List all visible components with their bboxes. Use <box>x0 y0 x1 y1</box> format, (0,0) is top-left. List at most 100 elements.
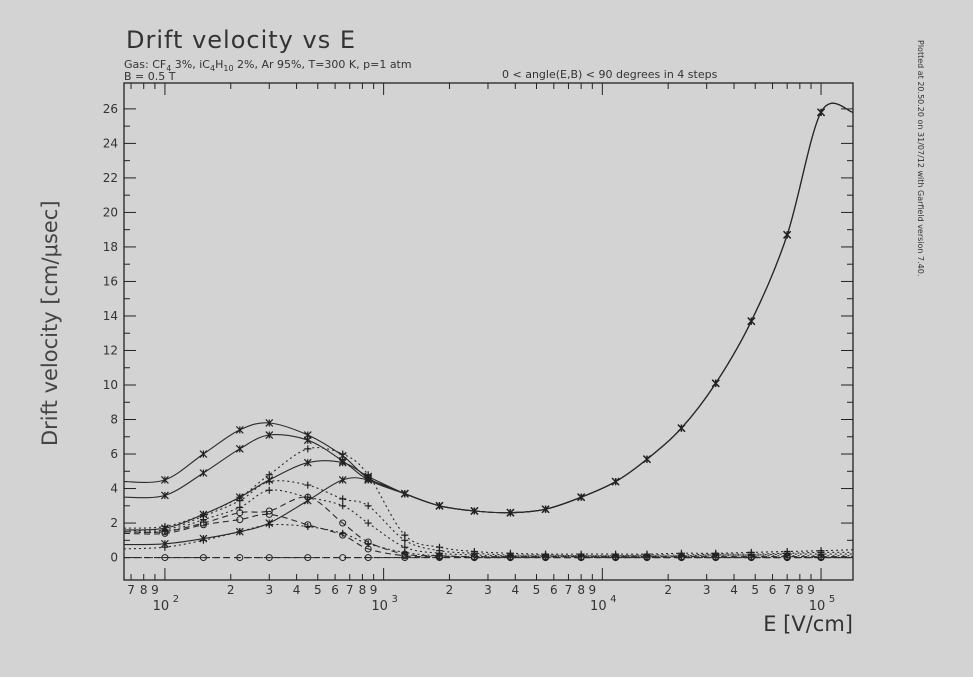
data-point-star <box>400 489 409 498</box>
gas-part: 2%, Ar 95%, T=300 K, p=1 atm <box>233 58 412 71</box>
x-major-tick-exp: 3 <box>391 594 397 605</box>
data-point-plus <box>339 450 347 458</box>
data-point-plus <box>236 528 244 536</box>
x-minor-tick-label: 9 <box>589 583 597 597</box>
data-point-circle <box>339 531 347 539</box>
data-point-star <box>338 458 347 467</box>
x-minor-tick-label: 6 <box>769 583 777 597</box>
data-point-plus <box>161 543 169 551</box>
x-axis-label: E [V/cm] <box>763 612 853 636</box>
x-minor-tick-label: 7 <box>127 583 135 597</box>
data-point-plus <box>339 495 347 503</box>
data-point-star <box>160 491 169 500</box>
data-point-plus <box>304 481 312 489</box>
data-point-plus <box>401 536 409 544</box>
series-line-6 <box>123 489 853 557</box>
data-point-circle <box>506 554 514 562</box>
y-tick-label: 24 <box>103 136 118 150</box>
data-point-plus <box>364 471 372 479</box>
x-minor-tick-label: 9 <box>370 583 378 597</box>
data-point-star <box>711 379 720 388</box>
y-tick-label: 2 <box>110 516 118 530</box>
data-point-circle <box>612 554 620 562</box>
x-minor-tick-label: 4 <box>511 583 519 597</box>
y-tick-label: 18 <box>103 240 118 254</box>
data-point-plus <box>236 497 244 505</box>
x-minor-tick-label: 9 <box>807 583 815 597</box>
series-line-2 <box>123 102 854 531</box>
series-line-0 <box>123 102 854 514</box>
x-major-tick-exp: 4 <box>610 594 616 605</box>
angle-label: 0 < angle(E,B) < 90 degrees in 4 steps <box>502 68 718 81</box>
data-point-plus <box>199 536 207 544</box>
gas-sub: 4 <box>210 64 216 74</box>
x-major-tick-base: 10 <box>153 599 170 614</box>
data-point-star <box>817 108 825 117</box>
data-point-circle <box>265 554 273 562</box>
data-point-circle <box>577 554 585 562</box>
y-tick-label: 20 <box>103 205 118 219</box>
gas-part: 3%, iC <box>171 58 210 71</box>
y-axis-label: Drift velocity [cm/μsec] <box>38 200 62 446</box>
data-point-circle <box>677 554 685 562</box>
data-point-circle <box>364 554 372 562</box>
gas-sub: 10 <box>223 64 234 74</box>
series-line-4 <box>123 447 854 555</box>
chart-title: Drift velocity vs E <box>126 26 357 54</box>
data-point-star <box>303 436 312 445</box>
x-major-tick-base: 10 <box>590 599 607 614</box>
y-tick-label: 6 <box>110 447 118 461</box>
plot-frame <box>123 82 854 581</box>
data-point-circle <box>470 554 478 562</box>
x-minor-tick-label: 3 <box>484 583 492 597</box>
x-minor-tick-label: 5 <box>751 583 759 597</box>
data-point-star <box>541 505 550 514</box>
data-point-circle <box>304 493 312 501</box>
gas-mixture-line: Gas: CF4 3%, iC4H10 2%, Ar 95%, T=300 K,… <box>124 58 412 73</box>
x-minor-tick-label: 5 <box>314 583 322 597</box>
data-point-circle <box>643 554 651 562</box>
gas-sub: 4 <box>166 64 172 74</box>
y-tick-label: 0 <box>110 551 118 565</box>
data-point-circle <box>304 521 312 529</box>
data-point-star <box>160 475 169 484</box>
x-minor-tick-label: 7 <box>346 583 354 597</box>
data-point-star <box>338 475 347 484</box>
y-tick-label: 26 <box>103 102 118 116</box>
data-point-circle <box>401 554 409 562</box>
series-line-3 <box>123 102 854 546</box>
y-tick-label: 4 <box>110 482 118 496</box>
data-point-star <box>199 469 208 477</box>
data-point-circle <box>236 554 244 562</box>
data-point-circle <box>435 554 443 562</box>
x-minor-tick-label: 8 <box>140 583 148 597</box>
gas-part: H <box>215 58 224 71</box>
data-point-circle <box>236 509 244 517</box>
data-point-star <box>506 508 515 517</box>
data-point-star <box>265 419 274 427</box>
x-minor-tick-label: 8 <box>796 583 804 597</box>
data-point-circle <box>712 554 720 562</box>
data-point-circle <box>161 554 169 562</box>
data-point-circle <box>364 538 372 546</box>
series-line-1 <box>123 102 854 514</box>
data-point-circle <box>265 507 273 515</box>
data-point-star <box>199 450 208 458</box>
data-point-star <box>783 230 792 239</box>
y-tick-label: 10 <box>103 378 118 392</box>
data-point-star <box>235 444 244 453</box>
data-point-plus <box>364 502 372 510</box>
bfield-label: B = 0.5 T <box>124 70 176 83</box>
data-point-circle <box>236 516 244 524</box>
data-point-star <box>643 455 651 464</box>
x-minor-tick-label: 2 <box>664 583 672 597</box>
x-minor-tick-label: 7 <box>783 583 791 597</box>
data-point-circle <box>817 554 825 562</box>
data-point-star <box>747 317 756 326</box>
data-point-plus <box>339 502 347 510</box>
data-point-plus <box>304 445 312 453</box>
y-tick-label: 12 <box>103 343 118 357</box>
data-point-plus <box>265 478 273 486</box>
data-point-star <box>265 431 274 439</box>
